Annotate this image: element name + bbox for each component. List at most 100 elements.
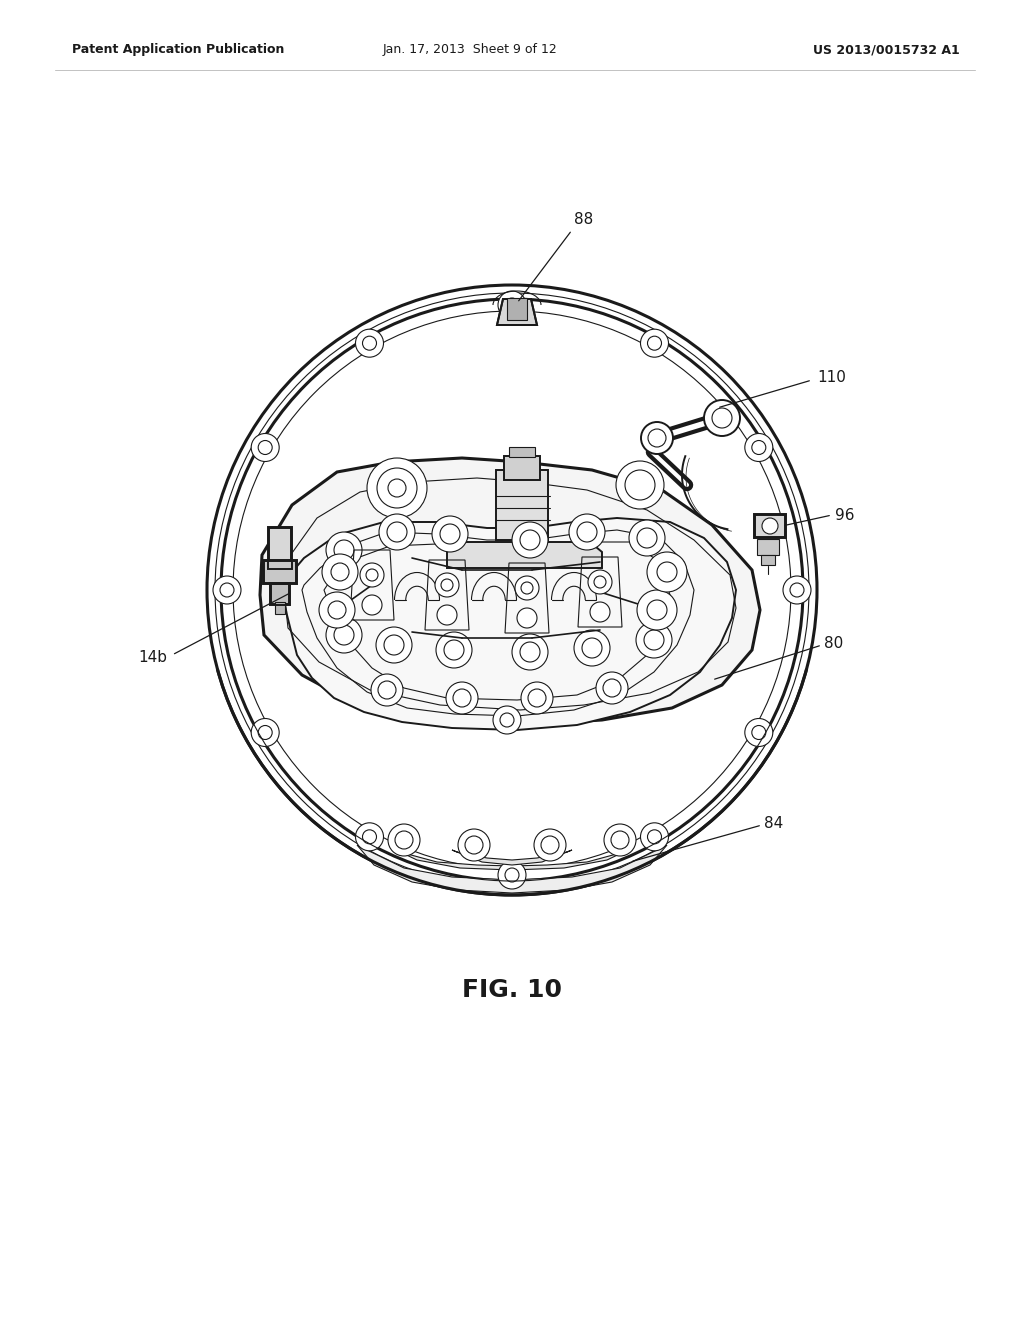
Circle shape <box>604 824 636 855</box>
Bar <box>271 583 289 605</box>
Bar <box>270 583 290 605</box>
Circle shape <box>355 329 384 358</box>
Text: Jan. 17, 2013  Sheet 9 of 12: Jan. 17, 2013 Sheet 9 of 12 <box>383 44 557 57</box>
Circle shape <box>505 869 519 882</box>
Bar <box>754 513 786 539</box>
Circle shape <box>534 829 566 861</box>
Circle shape <box>647 552 687 591</box>
Text: US 2013/0015732 A1: US 2013/0015732 A1 <box>813 44 961 57</box>
Circle shape <box>362 337 377 350</box>
Circle shape <box>520 531 540 550</box>
Circle shape <box>444 640 464 660</box>
Bar <box>264 561 296 583</box>
Circle shape <box>647 601 667 620</box>
Circle shape <box>657 562 677 582</box>
Circle shape <box>440 524 460 544</box>
Circle shape <box>594 576 606 587</box>
Text: 80: 80 <box>824 635 843 651</box>
Circle shape <box>432 516 468 552</box>
Bar <box>507 298 527 319</box>
Text: 84: 84 <box>764 816 783 830</box>
Circle shape <box>328 601 346 619</box>
Circle shape <box>744 433 773 462</box>
Circle shape <box>512 521 548 558</box>
Circle shape <box>644 630 664 649</box>
Circle shape <box>446 682 478 714</box>
Circle shape <box>596 672 628 704</box>
Circle shape <box>520 642 540 663</box>
Circle shape <box>637 528 657 548</box>
Circle shape <box>505 298 519 312</box>
Bar <box>263 560 297 583</box>
Circle shape <box>498 290 526 319</box>
Circle shape <box>712 408 732 428</box>
Circle shape <box>334 624 354 645</box>
Circle shape <box>640 822 669 851</box>
Text: Patent Application Publication: Patent Application Publication <box>72 44 285 57</box>
Bar <box>755 515 785 537</box>
Bar <box>269 528 291 568</box>
Circle shape <box>541 836 559 854</box>
Polygon shape <box>260 458 760 725</box>
Circle shape <box>647 830 662 843</box>
Circle shape <box>616 461 664 510</box>
Circle shape <box>258 726 272 739</box>
Circle shape <box>744 718 773 747</box>
Bar <box>268 527 292 569</box>
Text: 96: 96 <box>835 507 854 523</box>
Circle shape <box>453 689 471 708</box>
Bar <box>761 554 775 565</box>
Circle shape <box>378 681 396 700</box>
Circle shape <box>521 682 553 714</box>
Text: 14b: 14b <box>138 649 167 664</box>
Circle shape <box>435 573 459 597</box>
Circle shape <box>384 635 404 655</box>
Circle shape <box>588 570 612 594</box>
Circle shape <box>625 470 655 500</box>
Circle shape <box>377 469 417 508</box>
Circle shape <box>528 689 546 708</box>
Circle shape <box>648 429 666 447</box>
Circle shape <box>611 832 629 849</box>
Circle shape <box>493 706 521 734</box>
Circle shape <box>705 400 740 436</box>
Circle shape <box>569 513 605 550</box>
Circle shape <box>251 718 280 747</box>
Circle shape <box>355 822 384 851</box>
Polygon shape <box>452 850 572 865</box>
Text: FIG. 10: FIG. 10 <box>462 978 562 1002</box>
Circle shape <box>458 829 490 861</box>
Circle shape <box>637 590 677 630</box>
Circle shape <box>367 458 427 517</box>
Polygon shape <box>447 543 602 568</box>
Circle shape <box>641 422 673 454</box>
Circle shape <box>326 616 362 653</box>
Circle shape <box>574 630 610 667</box>
Circle shape <box>790 583 804 597</box>
Circle shape <box>331 564 349 581</box>
Circle shape <box>500 713 514 727</box>
Circle shape <box>752 726 766 739</box>
Circle shape <box>441 579 453 591</box>
Bar <box>509 447 535 457</box>
Polygon shape <box>392 847 632 870</box>
Circle shape <box>360 564 384 587</box>
Circle shape <box>319 591 355 628</box>
Circle shape <box>465 836 483 854</box>
Circle shape <box>647 337 662 350</box>
Circle shape <box>213 576 241 605</box>
Circle shape <box>783 576 811 605</box>
Circle shape <box>362 595 382 615</box>
Bar <box>275 602 285 614</box>
Circle shape <box>629 520 665 556</box>
Circle shape <box>371 675 403 706</box>
Circle shape <box>636 622 672 657</box>
Circle shape <box>582 638 602 657</box>
Polygon shape <box>357 845 667 894</box>
Circle shape <box>395 832 413 849</box>
Circle shape <box>590 602 610 622</box>
Circle shape <box>512 634 548 671</box>
Circle shape <box>334 540 354 560</box>
Polygon shape <box>497 300 537 325</box>
Circle shape <box>752 441 766 454</box>
